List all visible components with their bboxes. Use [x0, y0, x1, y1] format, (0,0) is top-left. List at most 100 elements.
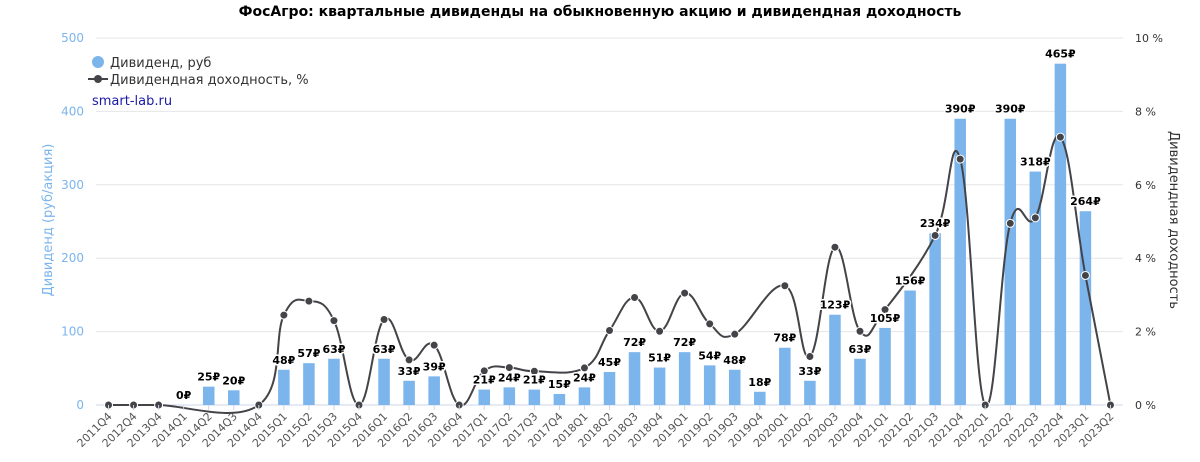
- bar-data-label: 24₽: [498, 371, 521, 384]
- y-left-tick-label: 0: [76, 398, 84, 412]
- bar-data-label: 25₽: [197, 371, 220, 384]
- yield-point: [329, 316, 339, 326]
- bar-data-label: 390₽: [945, 103, 976, 116]
- bar-data-label: 234₽: [920, 217, 951, 230]
- yield-point: [930, 230, 940, 240]
- y-axis-right-title: Дивидендная доходность: [1166, 131, 1181, 309]
- bar: [202, 386, 215, 405]
- bar-data-label: 57₽: [297, 347, 320, 360]
- yield-point: [705, 319, 715, 329]
- bar: [228, 390, 240, 405]
- bar-data-label: 390₽: [995, 103, 1026, 116]
- bar-data-label: 63₽: [849, 343, 872, 356]
- bar: [1029, 171, 1042, 405]
- bar: [829, 314, 841, 405]
- bar: [603, 371, 616, 405]
- yield-point: [1005, 218, 1015, 228]
- bar-data-label: 318₽: [1020, 156, 1051, 169]
- bar-data-label: 51₽: [648, 352, 671, 365]
- y-left-tick-label: 300: [61, 178, 84, 192]
- bar-data-label: 48₽: [723, 354, 746, 367]
- bar: [528, 389, 541, 405]
- bar: [1079, 211, 1092, 405]
- legend-line-dot: [94, 75, 102, 83]
- bar-data-label: 54₽: [698, 349, 721, 362]
- bar: [1054, 63, 1067, 405]
- bar-data-label: 15₽: [548, 378, 571, 391]
- y-left-tick-label: 400: [61, 104, 84, 118]
- bar: [428, 376, 440, 405]
- y-left-tick-label: 500: [61, 31, 84, 45]
- bar: [854, 358, 866, 405]
- bar: [779, 347, 791, 405]
- yield-point: [379, 314, 389, 324]
- bar: [328, 358, 340, 405]
- yield-point: [955, 154, 965, 164]
- bar-data-label: 48₽: [272, 354, 295, 367]
- bar-series: [202, 63, 1092, 406]
- bar: [904, 290, 916, 405]
- y-right-tick-label: 8 %: [1135, 105, 1156, 118]
- bar-data-label: 264₽: [1070, 195, 1101, 208]
- bar: [879, 327, 891, 405]
- yield-point: [304, 296, 314, 306]
- bar: [954, 118, 966, 406]
- bar: [678, 352, 691, 405]
- bar-data-label: 33₽: [798, 365, 821, 378]
- yield-point: [429, 340, 439, 350]
- bar: [503, 387, 516, 405]
- bar-data-label: 18₽: [748, 376, 771, 389]
- y-axis-right: 0 % 2 % 4 % 6 % 8 % 10 %: [1135, 32, 1163, 412]
- yield-point: [579, 363, 589, 373]
- y-right-tick-label: 4 %: [1135, 252, 1156, 265]
- bar-data-label: 72₽: [623, 336, 646, 349]
- y-axis-left-title: Дивиденд (руб/акция): [41, 144, 56, 297]
- bar: [278, 369, 290, 405]
- bar-data-label: 156₽: [895, 274, 926, 287]
- bar-data-label: 24₽: [573, 371, 596, 384]
- y-axis-left: 0 100 200 300 400 500: [61, 31, 84, 412]
- yield-point: [805, 352, 815, 362]
- yield-point: [680, 288, 690, 298]
- yield-point: [479, 366, 489, 376]
- yield-point: [1055, 132, 1065, 142]
- legend-line-label[interactable]: Дивидендная доходность, %: [110, 73, 309, 88]
- bar: [1004, 118, 1017, 406]
- y-left-tick-label: 200: [61, 251, 84, 265]
- chart-title: ФосАгро: квартальные дивиденды на обыкно…: [239, 4, 962, 20]
- bar-data-label: 21₽: [523, 374, 546, 387]
- yield-point: [605, 325, 614, 335]
- bar-data-label: 45₽: [598, 356, 621, 369]
- watermark: smart-lab.ru: [92, 94, 172, 109]
- bar-data-label: 33₽: [398, 365, 421, 378]
- bar: [728, 369, 741, 405]
- bar: [929, 233, 941, 405]
- y-right-tick-label: 2 %: [1135, 326, 1156, 339]
- yield-point: [855, 326, 865, 336]
- legend-bar-marker: [92, 56, 104, 68]
- bar: [804, 380, 816, 405]
- yield-point: [529, 366, 539, 376]
- bar-data-label: 39₽: [423, 360, 446, 373]
- bar-data-label: 465₽: [1045, 48, 1076, 61]
- yield-point: [830, 242, 840, 252]
- y-left-tick-label: 100: [61, 325, 84, 339]
- bar-data-label: 21₽: [473, 374, 496, 387]
- yield-point: [504, 363, 514, 373]
- bar-data-label: 123₽: [820, 299, 851, 312]
- bar-data-label: 20₽: [222, 374, 245, 387]
- bar-data-label: 72₽: [673, 336, 696, 349]
- yield-point: [655, 326, 665, 336]
- yield-point: [730, 329, 740, 339]
- bar-data-label: 78₽: [773, 332, 796, 345]
- bar: [703, 365, 716, 405]
- y-right-tick-label: 6 %: [1135, 179, 1156, 192]
- bar: [378, 358, 390, 405]
- legend-bar-label[interactable]: Дивиденд, руб: [110, 56, 211, 71]
- yield-point: [630, 292, 640, 302]
- yield-point: [780, 281, 790, 291]
- bar: [303, 363, 315, 405]
- grid-lines: [96, 37, 1123, 406]
